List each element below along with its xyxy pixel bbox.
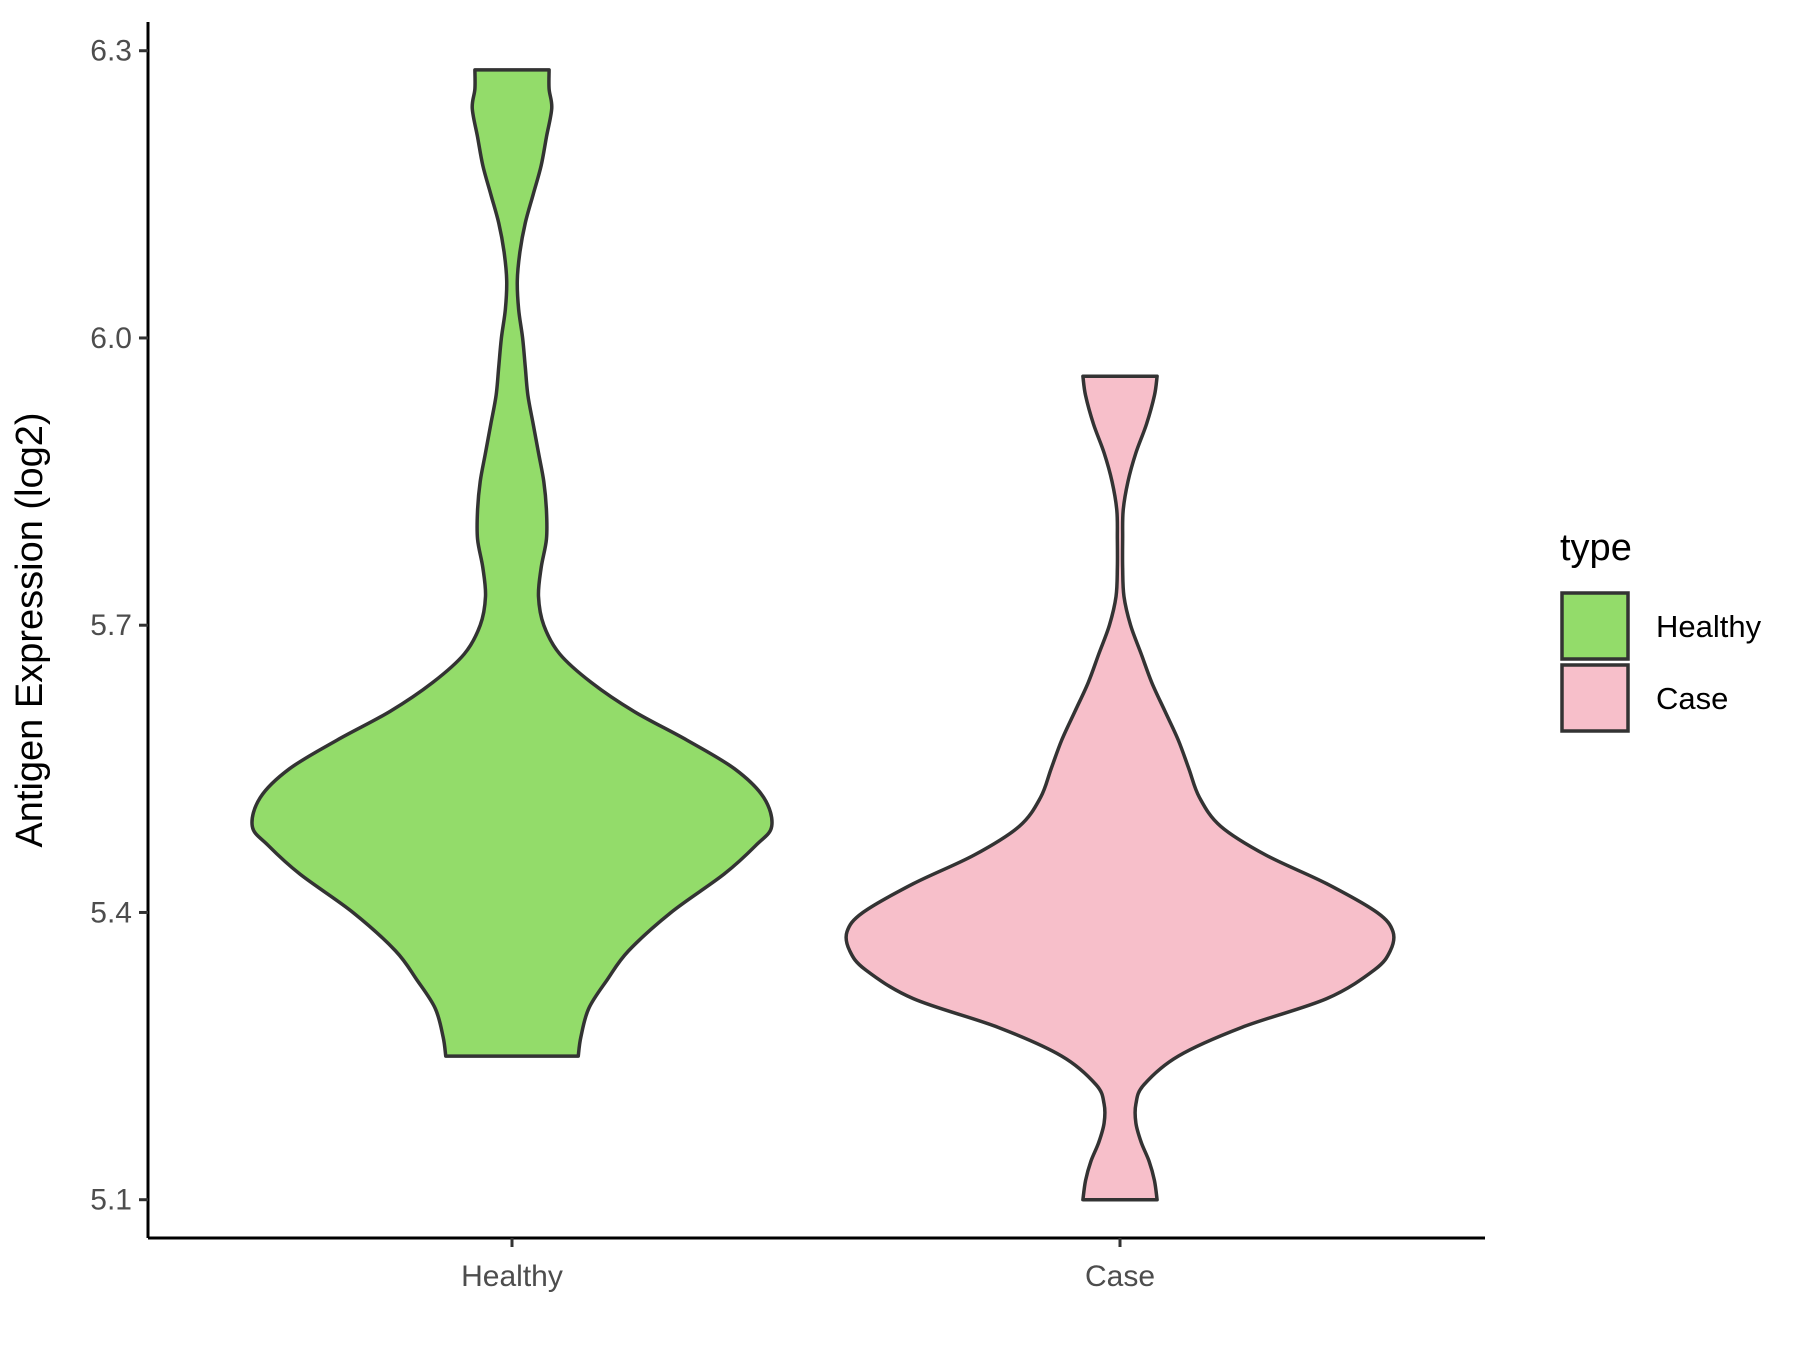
y-tick-label: 5.7 xyxy=(90,609,132,642)
violin-case xyxy=(844,374,1396,1202)
legend-key-case xyxy=(1560,663,1630,733)
y-tick-label: 5.1 xyxy=(90,1184,132,1217)
y-tick-label: 6.0 xyxy=(90,322,132,355)
legend-title: type xyxy=(1560,527,1632,569)
axes-layer xyxy=(146,22,1485,1240)
legend-key-healthy xyxy=(1560,591,1630,661)
violins-layer xyxy=(250,68,1396,1202)
x-ticks: Healthy Case xyxy=(461,1238,1155,1293)
legend-label: Healthy xyxy=(1656,609,1762,644)
legend-label: Case xyxy=(1656,681,1728,716)
legend-items: Healthy Case xyxy=(1560,591,1762,733)
y-tick-label: 6.3 xyxy=(90,35,132,68)
y-ticks: 5.1 5.4 5.7 6.0 6.3 xyxy=(90,35,148,1217)
violin-healthy xyxy=(250,68,774,1058)
y-axis-title: Antigen Expression (log2) xyxy=(9,412,51,847)
x-tick-label: Case xyxy=(1085,1260,1155,1293)
legend: type Healthy Case xyxy=(1560,527,1762,733)
x-tick-label: Healthy xyxy=(461,1260,563,1293)
y-tick-label: 5.4 xyxy=(90,896,132,929)
